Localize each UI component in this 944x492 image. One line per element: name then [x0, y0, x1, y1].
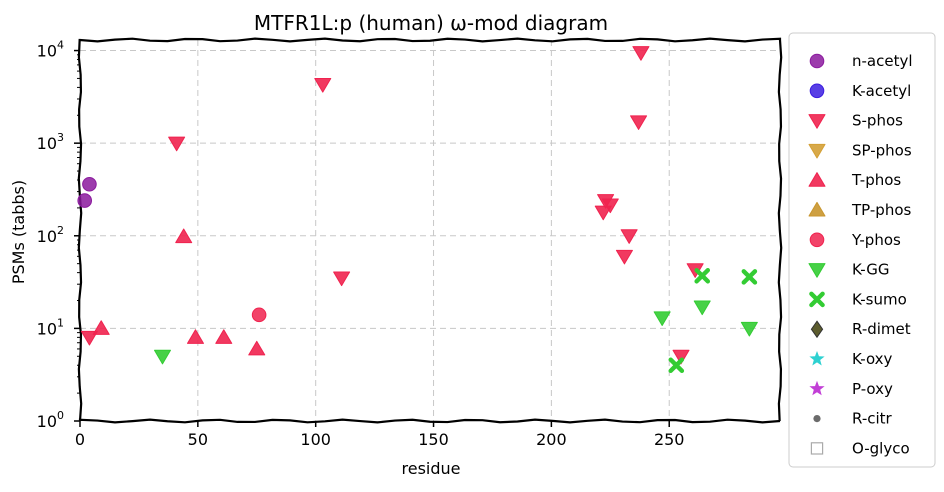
y-tick-label: 101 — [37, 316, 64, 338]
data-point — [82, 176, 97, 192]
data-point — [314, 77, 332, 93]
data-points — [77, 46, 758, 374]
legend-label: K-sumo — [852, 290, 907, 308]
data-point — [251, 307, 267, 323]
legend-marker — [808, 263, 826, 278]
y-tick-label: 104 — [37, 39, 64, 61]
data-point — [601, 198, 619, 214]
legend-label: TP-phos — [851, 201, 911, 219]
axis-ticks: 0 50 100 150 200 250 100 101 102 103 104 — [37, 39, 685, 449]
data-point — [175, 228, 193, 244]
data-point — [333, 271, 351, 287]
legend-marker — [808, 114, 826, 129]
y-axis-label: PSMs (tabbs) — [9, 180, 28, 284]
y-tick-label: 102 — [37, 224, 64, 246]
data-point — [615, 249, 633, 265]
data-point — [153, 349, 171, 365]
legend: n-acetyl K-acetyl S-phos SP-phos T-phos TP-ph… — [788, 32, 936, 468]
legend-label: T-phos — [851, 171, 901, 189]
x-tick-label: 0 — [75, 430, 85, 449]
y-tick-label: 100 — [37, 409, 64, 431]
legend-marker — [809, 83, 825, 99]
legend-label: K-oxy — [852, 350, 893, 368]
legend-marker — [810, 320, 824, 339]
axes-frame — [77, 37, 783, 424]
data-point — [741, 269, 758, 285]
x-tick-label: 250 — [654, 430, 685, 449]
legend-marker — [809, 351, 825, 366]
data-point — [248, 340, 266, 356]
legend-marker — [810, 442, 824, 455]
legend-label: K-GG — [852, 261, 889, 279]
legend-marker — [809, 291, 825, 308]
legend-label: Y-phos — [851, 231, 901, 249]
data-point — [693, 300, 711, 316]
data-point — [186, 329, 204, 344]
data-point — [92, 320, 110, 335]
data-point — [632, 46, 650, 61]
legend-label: O-glyco — [852, 439, 910, 457]
chart-title: MTFR1L:p (human) ω-mod diagram — [254, 11, 608, 35]
x-axis-label: residue — [402, 459, 461, 478]
legend-marker — [813, 415, 821, 423]
data-point — [620, 229, 638, 244]
data-point — [668, 357, 685, 374]
plot-frame — [77, 37, 783, 424]
legend-label: K-acetyl — [852, 82, 911, 100]
x-tick-label: 50 — [188, 430, 208, 449]
data-point — [653, 311, 671, 326]
legend-marker — [808, 172, 826, 187]
legend-label: n-acetyl — [852, 52, 913, 70]
data-point — [694, 267, 711, 284]
legend-label: R-citr — [852, 410, 893, 428]
data-point — [740, 321, 758, 337]
data-point — [672, 349, 690, 365]
data-point — [168, 136, 186, 152]
data-point — [630, 115, 648, 130]
x-tick-label: 150 — [418, 430, 449, 449]
legend-label: SP-phos — [852, 141, 912, 159]
legend-marker — [808, 143, 826, 159]
legend-label: R-dimet — [852, 320, 911, 338]
grid — [80, 40, 780, 421]
y-tick-label: 103 — [37, 131, 64, 153]
x-tick-label: 200 — [536, 430, 567, 449]
legend-label: P-oxy — [852, 380, 893, 398]
data-point — [77, 193, 93, 208]
legend-label: S-phos — [852, 112, 903, 130]
legend-box — [788, 32, 936, 468]
legend-marker — [808, 201, 826, 217]
legend-marker — [809, 53, 825, 69]
data-point — [215, 329, 233, 344]
x-tick-label: 100 — [300, 430, 331, 449]
legend-marker — [809, 232, 825, 248]
legend-marker — [809, 380, 825, 396]
data-point — [594, 205, 612, 221]
